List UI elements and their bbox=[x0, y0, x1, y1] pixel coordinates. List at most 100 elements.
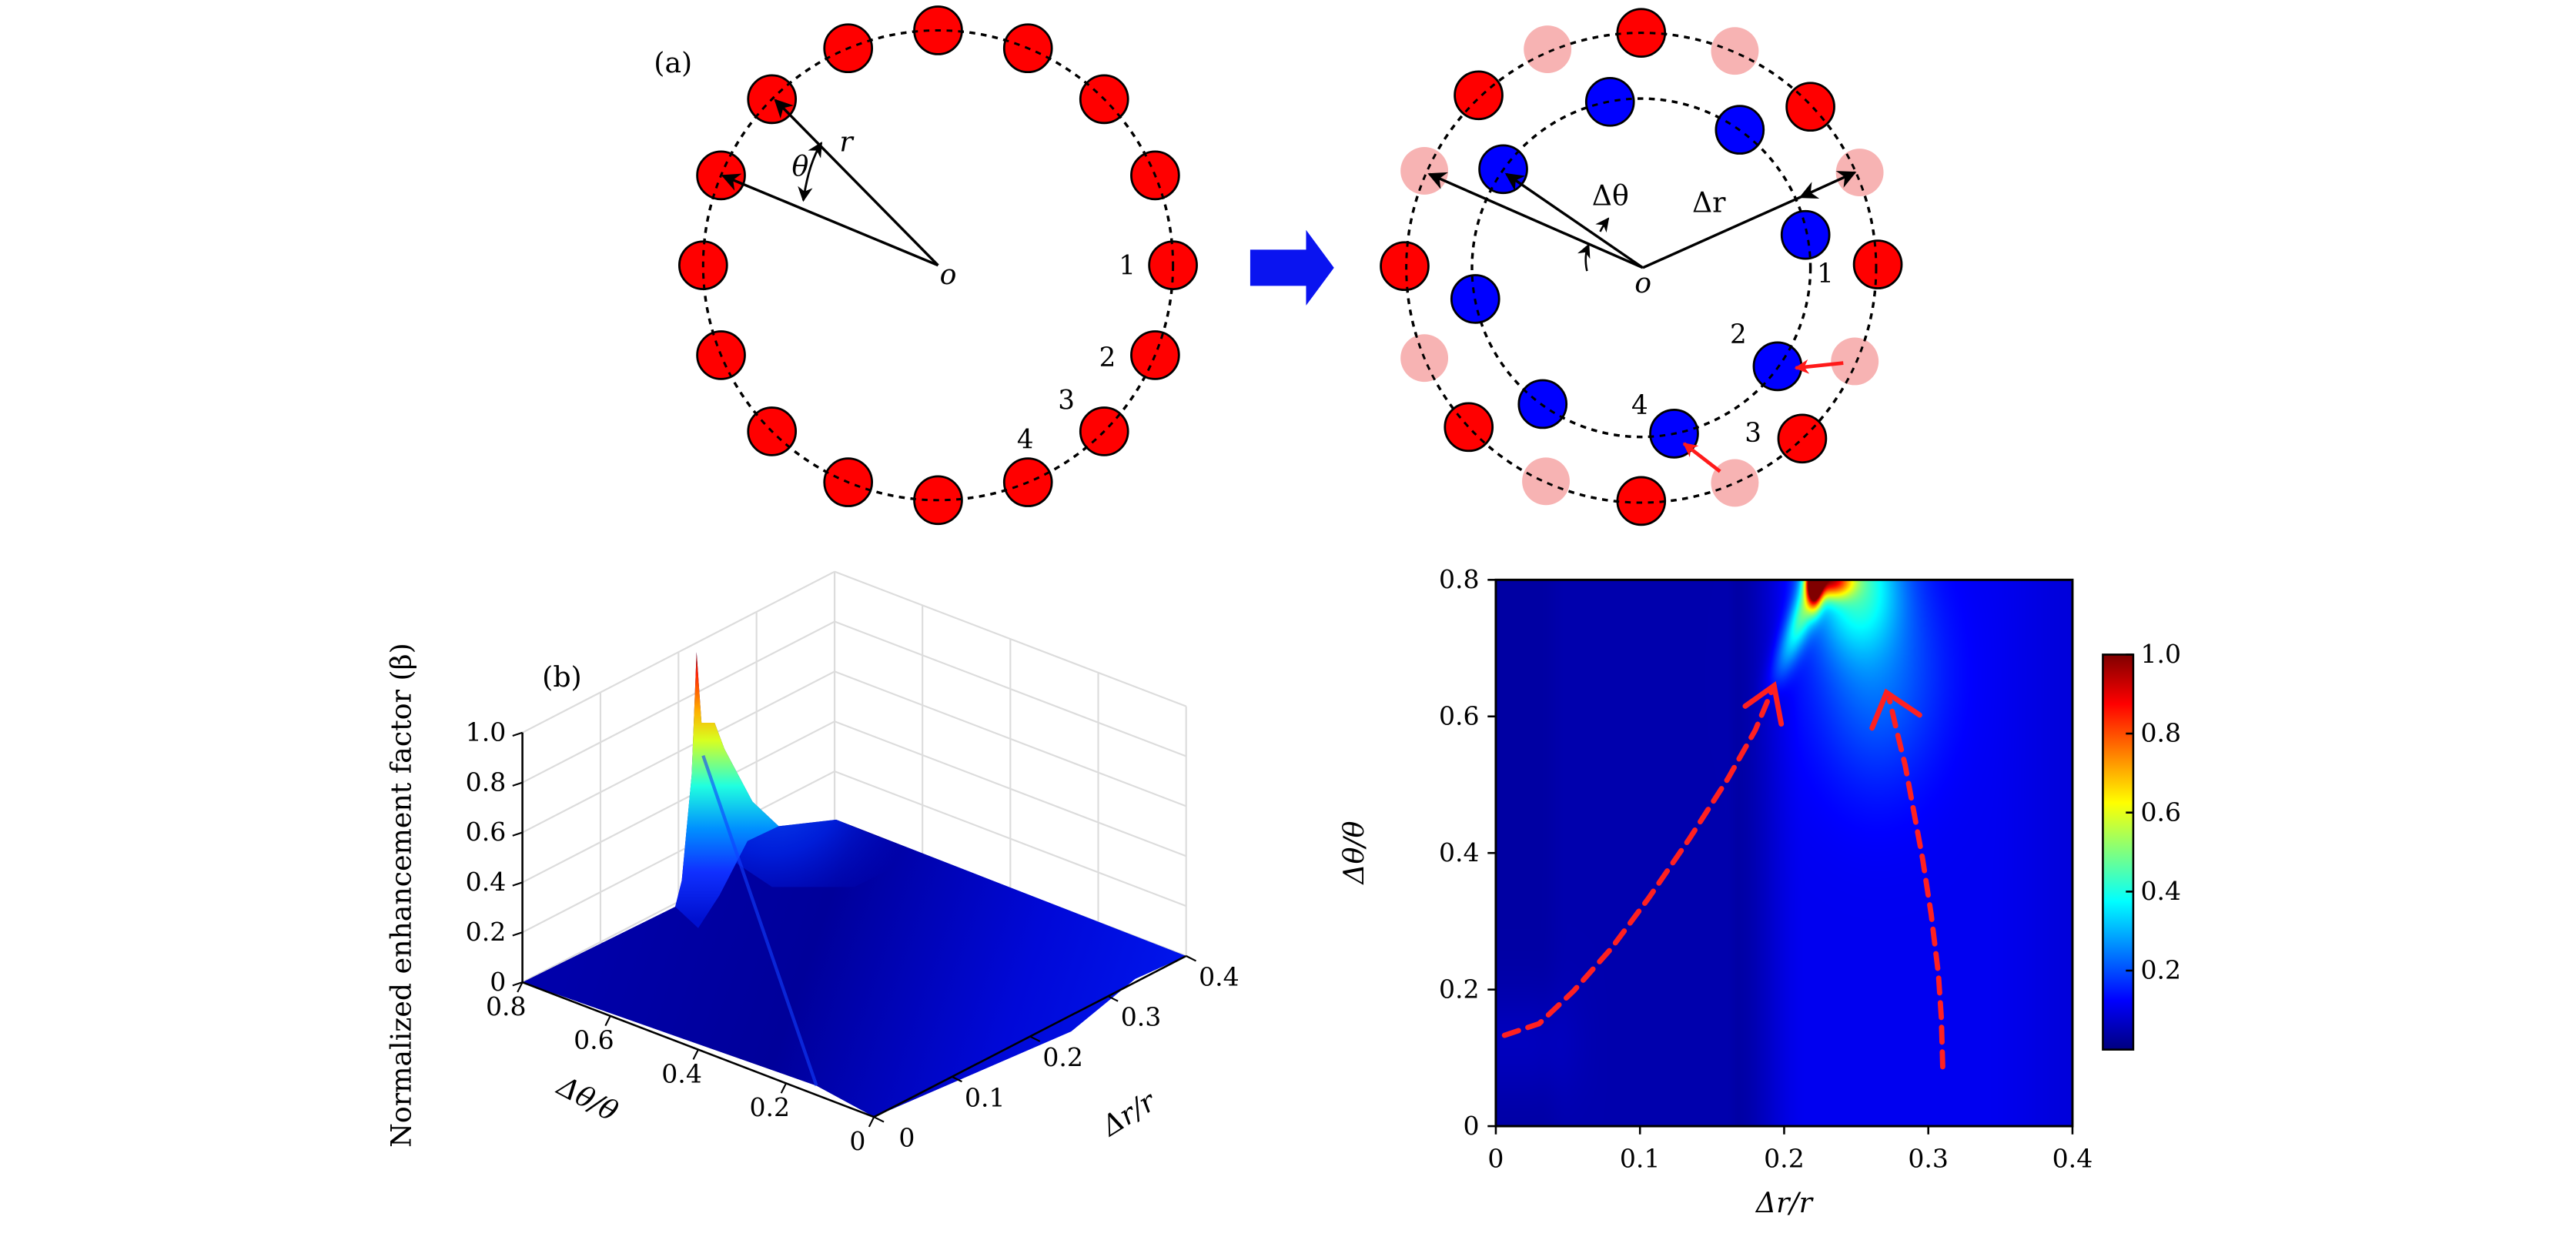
z-tick-label: 0 bbox=[490, 967, 506, 997]
z-tick bbox=[512, 831, 523, 837]
heatmap-x-label: Δr/r bbox=[1755, 1186, 1815, 1219]
transition-arrow-icon bbox=[1250, 229, 1334, 306]
atom-red bbox=[1616, 476, 1667, 526]
y-tick-label: 0.2 bbox=[749, 1092, 790, 1122]
atom-red bbox=[1380, 241, 1430, 292]
y-tick-label: 0.8 bbox=[486, 991, 527, 1021]
z-tick-label: 0.6 bbox=[466, 817, 507, 847]
z-tick bbox=[512, 931, 523, 937]
x-tick-label: 0.3 bbox=[1908, 1143, 1949, 1173]
atom-number-1: 1 bbox=[1119, 250, 1136, 281]
x-tick-label: 0.2 bbox=[1764, 1143, 1805, 1173]
surface-lobe bbox=[706, 771, 920, 887]
surface-plot-3d: 1.00.80.60.40.200.80.60.40.20 00.10.20.30… bbox=[384, 570, 1239, 1156]
atom-ghost-original-position bbox=[1400, 146, 1449, 195]
atom-ghost-original-position bbox=[1524, 25, 1572, 73]
atom-number-4: 4 bbox=[1631, 390, 1648, 421]
colorbar bbox=[2102, 653, 2135, 1051]
y-tick-label: 0.6 bbox=[1439, 700, 1480, 730]
y-tick-label: 0.8 bbox=[1439, 564, 1480, 594]
atom-number-2: 2 bbox=[1730, 319, 1747, 350]
y-tick-label: 0.4 bbox=[661, 1058, 702, 1088]
atom-ghost-original-position bbox=[1522, 457, 1570, 506]
inner-radius-arrow bbox=[1504, 172, 1644, 269]
delta-r-base-line bbox=[1642, 196, 1802, 269]
x-tick bbox=[952, 1075, 962, 1083]
atom-number-3: 3 bbox=[1745, 418, 1761, 449]
panel-a-deformed-ring: Δθ Δr o 1 2 3 4 bbox=[1380, 8, 1903, 526]
x-tick-label: 0 bbox=[1487, 1143, 1504, 1173]
delta-theta-arc-upper bbox=[1595, 217, 1610, 233]
arrowhead-icon bbox=[1869, 688, 1922, 731]
delta-theta-arc-lower bbox=[1577, 243, 1591, 272]
radius-arrow-r bbox=[774, 99, 939, 266]
radius-arrow-2 bbox=[721, 173, 939, 267]
atom-blue bbox=[1584, 76, 1635, 127]
atom-ghost-original-position bbox=[1831, 337, 1879, 386]
colorbar-tick-label: 0.8 bbox=[2141, 718, 2182, 748]
y-tick bbox=[868, 1116, 875, 1128]
atom-ghost-original-position bbox=[1711, 459, 1759, 507]
dashed-trend-arrow-2 bbox=[1886, 697, 1945, 1070]
theta-label: θ bbox=[792, 149, 809, 182]
z-tick-label: 0.2 bbox=[466, 917, 507, 947]
atom-red bbox=[1852, 239, 1903, 289]
ring-overlay bbox=[701, 28, 1175, 502]
origin-label: o bbox=[940, 258, 957, 291]
atom-number-3: 3 bbox=[1058, 385, 1075, 416]
displacement-arrow-4 bbox=[1682, 442, 1721, 473]
y-tick-label: 0.2 bbox=[1439, 974, 1480, 1004]
y-tick bbox=[517, 981, 524, 993]
z-tick bbox=[512, 881, 523, 887]
y-axis-label: Δθ/θ bbox=[550, 1068, 624, 1128]
z-tick-label: 0.8 bbox=[466, 767, 507, 797]
outer-radius-arrow bbox=[1427, 172, 1644, 269]
delta-theta-label: Δθ bbox=[1592, 179, 1629, 212]
panel-b-label: (b) bbox=[542, 660, 582, 694]
z-axis-label: Normalized enhancement factor (β) bbox=[384, 643, 417, 1148]
x-tick bbox=[873, 1116, 885, 1123]
x-tick-label: 0.2 bbox=[1042, 1042, 1083, 1072]
surface-ridge-line bbox=[701, 754, 818, 1087]
r-label: r bbox=[839, 125, 855, 158]
delta-r-label: Δr bbox=[1692, 185, 1726, 219]
atom-number-4: 4 bbox=[1017, 425, 1034, 456]
displacement-arrow-2 bbox=[1794, 359, 1844, 374]
delta-r-double-arrow bbox=[1798, 171, 1857, 199]
x-tick-label: 0.3 bbox=[1121, 1002, 1162, 1032]
heatmap-plot: 0 0.1 0.2 0.3 0.4 0 0.2 0.4 0.6 0.8 Δr/r Δθ/θ 0.2… bbox=[1337, 564, 2181, 1219]
panel-a-label: (a) bbox=[654, 46, 692, 79]
x-tick-label: 0 bbox=[898, 1123, 915, 1153]
z-tick bbox=[512, 731, 523, 737]
origin-label: o bbox=[1634, 266, 1651, 299]
atom-number-1: 1 bbox=[1817, 259, 1834, 289]
inner-ring-overlay bbox=[1470, 97, 1812, 439]
atom-red bbox=[1777, 413, 1828, 464]
colorbar-tick-label: 0.4 bbox=[2141, 876, 2182, 906]
theta-angle-arc bbox=[798, 142, 823, 202]
y-tick bbox=[604, 1015, 611, 1027]
atom-blue bbox=[1780, 209, 1831, 260]
colorbar-tick-label: 0.2 bbox=[2141, 955, 2182, 985]
y-tick-label: 0 bbox=[849, 1126, 865, 1156]
arrowhead-icon bbox=[1742, 680, 1785, 727]
surface-peak bbox=[675, 652, 779, 928]
atom-red bbox=[1454, 70, 1504, 121]
atom-red bbox=[1444, 402, 1494, 453]
z-tick-label: 0.4 bbox=[466, 867, 507, 897]
y-tick-label: 0 bbox=[1464, 1111, 1480, 1141]
z-tick bbox=[512, 781, 523, 787]
atom-ghost-original-position bbox=[1835, 149, 1884, 197]
colorbar-tick-label: 1.0 bbox=[2141, 639, 2182, 669]
heatmap-y-label: Δθ/θ bbox=[1337, 821, 1370, 885]
z-tick bbox=[512, 981, 523, 987]
x-tick-label: 0.4 bbox=[1199, 961, 1239, 991]
atom-number-2: 2 bbox=[1099, 343, 1116, 373]
x-tick bbox=[1029, 1035, 1041, 1042]
y-tick-label: 0.6 bbox=[574, 1025, 614, 1055]
atom-red bbox=[1785, 82, 1835, 132]
panel-a-initial-ring: (a) θ r o 1 2 3 4 bbox=[654, 5, 1198, 526]
atom-ghost-original-position bbox=[1711, 27, 1759, 75]
colorbar-tick-label: 0.6 bbox=[2141, 797, 2182, 827]
